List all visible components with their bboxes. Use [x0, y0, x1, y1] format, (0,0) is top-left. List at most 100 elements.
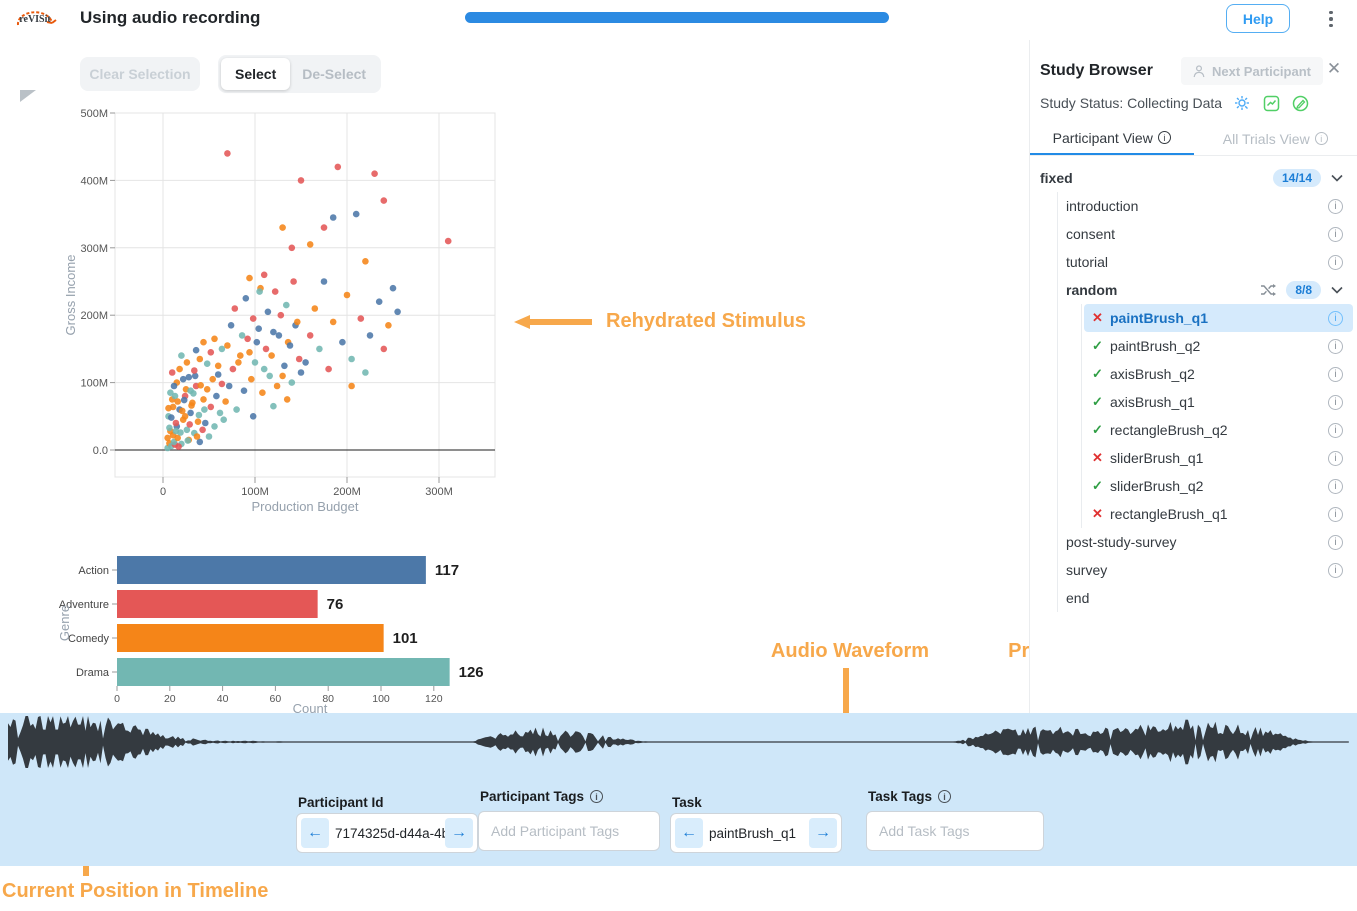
- info-icon[interactable]: [1328, 562, 1343, 578]
- participant-tags-label: Participant Tags: [480, 789, 604, 804]
- header: reVISit Using audio recording Help: [0, 0, 1357, 38]
- settings-sync-icon[interactable]: [1234, 95, 1251, 112]
- tree-item-label: fixed: [1040, 170, 1073, 186]
- svg-text:Count: Count: [293, 701, 328, 714]
- svg-text:500M: 500M: [80, 108, 108, 120]
- deselect-button[interactable]: De-Select: [302, 66, 367, 82]
- clear-selection-button[interactable]: Clear Selection: [80, 57, 200, 91]
- tree-item-post-study-survey[interactable]: post-study-survey: [1030, 528, 1357, 556]
- chevron-down-icon[interactable]: [1331, 286, 1343, 294]
- next-task-arrow[interactable]: →: [809, 818, 837, 848]
- participant-tags-input[interactable]: [478, 811, 660, 851]
- progress-badge: 8/8: [1286, 281, 1321, 299]
- tree-item-end[interactable]: end: [1030, 584, 1357, 612]
- tree-item-fixed[interactable]: fixed 14/14: [1030, 164, 1357, 192]
- tree-item-label: end: [1066, 590, 1090, 606]
- tab-all-trials-view[interactable]: All Trials View: [1194, 122, 1357, 155]
- info-icon[interactable]: [1328, 338, 1343, 354]
- help-button[interactable]: Help: [1226, 4, 1290, 33]
- annotation-current-position: Current Position in Timeline: [2, 880, 269, 902]
- svg-text:101: 101: [393, 630, 418, 647]
- next-participant-button[interactable]: Next Participant: [1181, 57, 1323, 85]
- info-icon[interactable]: [1328, 534, 1343, 550]
- svg-text:20: 20: [164, 693, 176, 705]
- info-icon[interactable]: [1328, 478, 1343, 494]
- tree-item-random[interactable]: random 8/8: [1030, 276, 1357, 304]
- annotation-audio-waveform: Audio Waveform: [770, 640, 930, 662]
- study-tree: fixed 14/14 introduction consent tutorial ran…: [1030, 164, 1357, 612]
- select-button[interactable]: Select: [221, 58, 291, 90]
- tree-item-label: paintBrush_q1: [1110, 310, 1209, 326]
- task-tags-input[interactable]: [866, 811, 1044, 851]
- paint-cursor-icon: [20, 90, 36, 102]
- chevron-down-icon[interactable]: [1331, 174, 1343, 182]
- tree-item-label: sliderBrush_q2: [1110, 478, 1204, 494]
- task-field: ← paintBrush_q1 →: [670, 813, 842, 853]
- tree-item-axisBrush_q1[interactable]: ✓ axisBrush_q1: [1030, 388, 1357, 416]
- svg-text:400M: 400M: [80, 175, 108, 187]
- svg-text:0: 0: [160, 486, 166, 498]
- tree-item-rectangleBrush_q2[interactable]: ✓ rectangleBrush_q2: [1030, 416, 1357, 444]
- tree-item-tutorial[interactable]: tutorial: [1030, 248, 1357, 276]
- info-icon[interactable]: [1328, 254, 1343, 270]
- participant-id-label: Participant Id: [298, 795, 384, 810]
- tree-indent-guide: [1057, 192, 1058, 612]
- tree-item-rectangleBrush_q1[interactable]: ✕ rectangleBrush_q1: [1030, 500, 1357, 528]
- edit-pen-icon[interactable]: [1292, 95, 1309, 112]
- tree-item-label: consent: [1066, 226, 1116, 242]
- svg-text:300M: 300M: [425, 486, 453, 498]
- shuffle-icon: [1260, 283, 1277, 297]
- annotation-rehydrated-stimulus: Rehydrated Stimulus: [512, 310, 806, 333]
- svg-text:200M: 200M: [80, 310, 108, 322]
- info-icon[interactable]: [1328, 394, 1343, 410]
- next-participant-arrow[interactable]: →: [445, 818, 473, 848]
- tree-item-axisBrush_q2[interactable]: ✓ axisBrush_q2: [1030, 360, 1357, 388]
- bar-chart[interactable]: 0 20 40 60 80 100 120 Action 117 Adventure 76 Comed…: [55, 550, 515, 719]
- chart-status-icon[interactable]: [1263, 95, 1280, 112]
- overflow-menu-icon[interactable]: [1324, 7, 1338, 31]
- tree-item-label: paintBrush_q2: [1110, 338, 1201, 354]
- check-icon: ✓: [1092, 394, 1103, 409]
- info-icon[interactable]: [1328, 310, 1343, 326]
- svg-text:100: 100: [372, 693, 390, 705]
- info-icon[interactable]: [1328, 198, 1343, 214]
- close-icon[interactable]: [1323, 58, 1345, 80]
- audio-waveform[interactable]: [6, 713, 1351, 771]
- svg-text:Production Budget: Production Budget: [252, 499, 359, 514]
- tree-item-label: rectangleBrush_q1: [1110, 506, 1228, 522]
- svg-text:126: 126: [459, 664, 484, 681]
- svg-text:120: 120: [425, 693, 443, 705]
- svg-text:200M: 200M: [333, 486, 361, 498]
- x-icon: ✕: [1092, 506, 1103, 521]
- tree-item-introduction[interactable]: introduction: [1030, 192, 1357, 220]
- info-icon[interactable]: [1328, 506, 1343, 522]
- tree-item-paintBrush_q1[interactable]: ✕ paintBrush_q1: [1084, 304, 1353, 332]
- info-icon[interactable]: [1328, 450, 1343, 466]
- prev-participant-arrow[interactable]: ←: [301, 818, 329, 848]
- info-icon[interactable]: [1328, 226, 1343, 242]
- tab-participant-view[interactable]: Participant View: [1030, 122, 1194, 155]
- tree-item-label: axisBrush_q2: [1110, 366, 1195, 382]
- tree-item-paintBrush_q2[interactable]: ✓ paintBrush_q2: [1030, 332, 1357, 360]
- scatter-plot[interactable]: 0 100M 200M 300M 0.0 100M 200M 300M 400M 500M Prod…: [55, 100, 515, 525]
- svg-text:reVISit: reVISit: [19, 14, 51, 25]
- study-browser-title: Study Browser: [1040, 62, 1153, 79]
- prev-task-arrow[interactable]: ←: [675, 818, 703, 848]
- info-icon: [938, 790, 952, 803]
- task-label: Task: [672, 795, 702, 810]
- task-tags-label: Task Tags: [868, 789, 952, 804]
- progress-badge: 14/14: [1272, 169, 1321, 187]
- arrow-left-icon: [514, 314, 592, 329]
- x-icon: ✕: [1092, 310, 1103, 325]
- check-icon: ✓: [1092, 422, 1103, 437]
- svg-text:300M: 300M: [80, 243, 108, 255]
- tree-item-survey[interactable]: survey: [1030, 556, 1357, 584]
- svg-text:0.0: 0.0: [93, 445, 108, 457]
- info-icon[interactable]: [1328, 366, 1343, 382]
- info-icon[interactable]: [1328, 422, 1343, 438]
- svg-text:Action: Action: [78, 565, 109, 577]
- tree-item-consent[interactable]: consent: [1030, 220, 1357, 248]
- tree-item-sliderBrush_q1[interactable]: ✕ sliderBrush_q1: [1030, 444, 1357, 472]
- tree-item-sliderBrush_q2[interactable]: ✓ sliderBrush_q2: [1030, 472, 1357, 500]
